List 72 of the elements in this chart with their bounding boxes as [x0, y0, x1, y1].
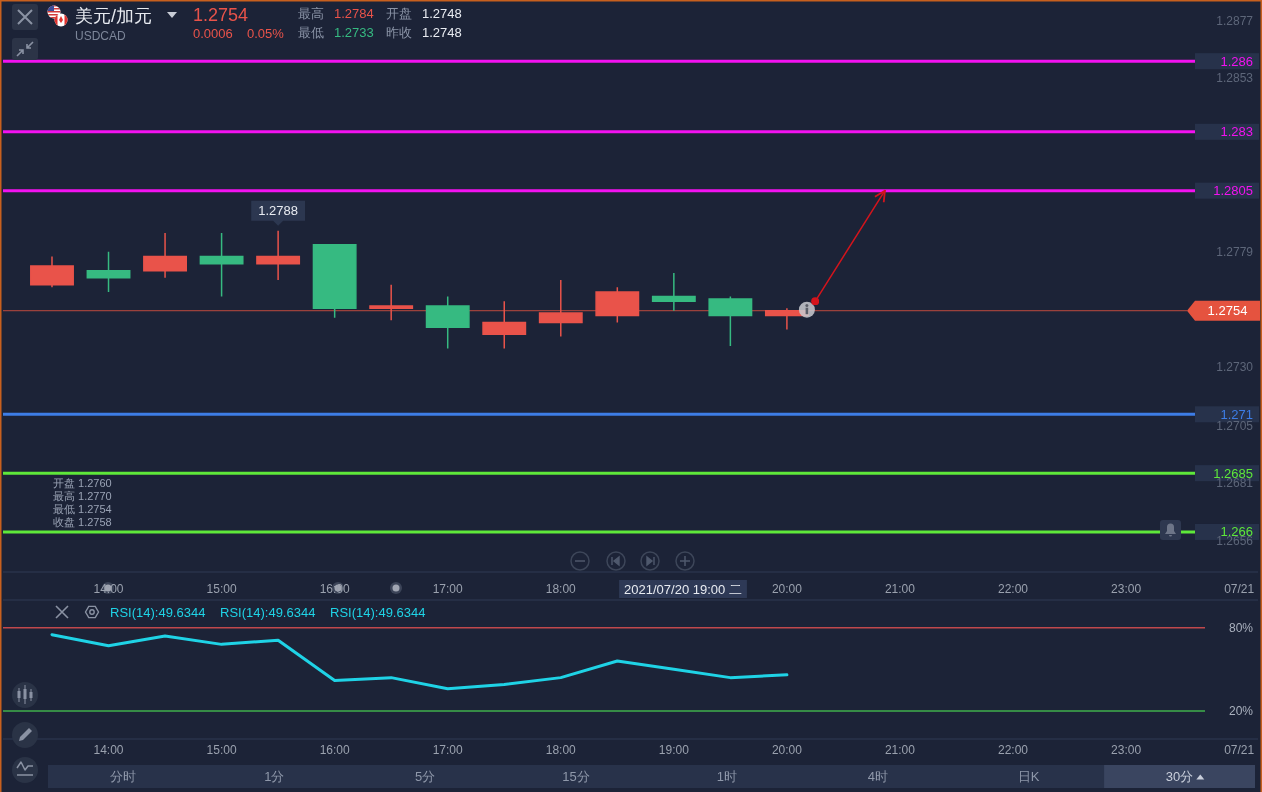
annotation: RSI(14):49.6344 [330, 604, 426, 620]
annotation: 1.2748 [422, 24, 462, 40]
annotation: 5分 [415, 769, 436, 784]
y-tick-label: 1.2705 [1216, 419, 1254, 434]
x-tick-label: 19:00 [658, 743, 690, 757]
candlestick [143, 232, 188, 279]
x-tick-label: 18:00 [545, 743, 577, 757]
annotation: 1时 [716, 769, 738, 784]
x-tick-label: 07/21 [1224, 582, 1255, 596]
annotation: 0.0006 [193, 25, 233, 41]
ref-line-label: 1.271 [1220, 406, 1253, 422]
annotation: 日K [1017, 769, 1040, 784]
y-tick-label: 80% [1228, 620, 1254, 635]
text: 2021/07/20 19:00 二 [624, 581, 742, 597]
annotation: 1.2754 [193, 5, 249, 25]
y-tick-label: 1.2779 [1216, 244, 1254, 259]
x-tick-label: 20:00 [771, 582, 803, 596]
annotation: 1.2748 [422, 5, 462, 21]
annotation: 最高 [298, 5, 324, 21]
annotation: 最低 1.2754 [53, 503, 112, 515]
x-tick-label: 20:00 [771, 743, 803, 757]
annotation: 1.2784 [334, 5, 374, 21]
annotation: 30分 [1165, 769, 1194, 784]
y-tick-label: 1.2730 [1216, 360, 1254, 375]
annotation: 昨收 [386, 24, 412, 40]
x-tick-label: 14:00 [93, 582, 124, 596]
annotation: 15分 [562, 769, 590, 784]
annotation: 最低 [298, 24, 324, 40]
annotation: 1.2733 [334, 24, 374, 40]
y-tick-label: 1.2853 [1216, 70, 1254, 85]
chart-title: 美元/加元 [75, 6, 153, 26]
ref-line-label: 1.283 [1220, 124, 1253, 140]
annotation: 4时 [867, 769, 888, 784]
candlestick [651, 272, 696, 312]
y-tick-label: 20% [1228, 703, 1254, 718]
x-tick-label: 23:00 [1111, 743, 1142, 757]
candlestick [256, 229, 301, 281]
candlestick [425, 295, 470, 350]
x-tick-label: 15:00 [206, 743, 237, 757]
annotation: 1分 [264, 769, 285, 784]
x-tick-label: 21:00 [884, 743, 916, 757]
x-tick-label: 22:00 [998, 582, 1029, 596]
x-tick-label: 17:00 [432, 743, 464, 757]
annotation: 开盘 1.2760 [53, 477, 112, 489]
annotation: 1.2788 [258, 203, 298, 219]
x-tick-label: 21:00 [884, 582, 916, 596]
x-tick-label: 17:00 [432, 582, 464, 596]
x-tick-label: 22:00 [998, 743, 1029, 757]
candlestick [708, 295, 753, 347]
x-tick-label: 14:00 [93, 743, 124, 757]
ref-line-label: 1.2805 [1213, 183, 1253, 199]
annotation: 分时 [110, 769, 137, 784]
annotation: RSI(14):49.6344 [110, 604, 206, 620]
candlestick [30, 255, 74, 288]
annotation: 开盘 [386, 5, 412, 21]
y-tick-label: 1.2877 [1216, 14, 1254, 29]
x-tick-label: 07/21 [1224, 743, 1255, 757]
candlestick [86, 251, 131, 293]
x-tick-label: 15:00 [206, 582, 237, 596]
annotation: 收盘 1.2758 [53, 516, 112, 528]
ref-line-label: 1.2754 [1207, 303, 1248, 319]
annotation: 最高 1.2770 [53, 490, 112, 502]
candlestick [312, 244, 357, 319]
x-tick-label: 16:00 [319, 743, 350, 757]
text: USDCAD [75, 29, 127, 43]
annotation: RSI(14):49.6344 [220, 604, 316, 620]
annotation: 0.05% [247, 25, 285, 41]
line-series [50, 633, 789, 691]
x-tick-label: 23:00 [1111, 582, 1142, 596]
candlestick [199, 232, 244, 298]
x-tick-label: 18:00 [545, 582, 577, 596]
ref-line-label: 1.286 [1220, 53, 1253, 69]
